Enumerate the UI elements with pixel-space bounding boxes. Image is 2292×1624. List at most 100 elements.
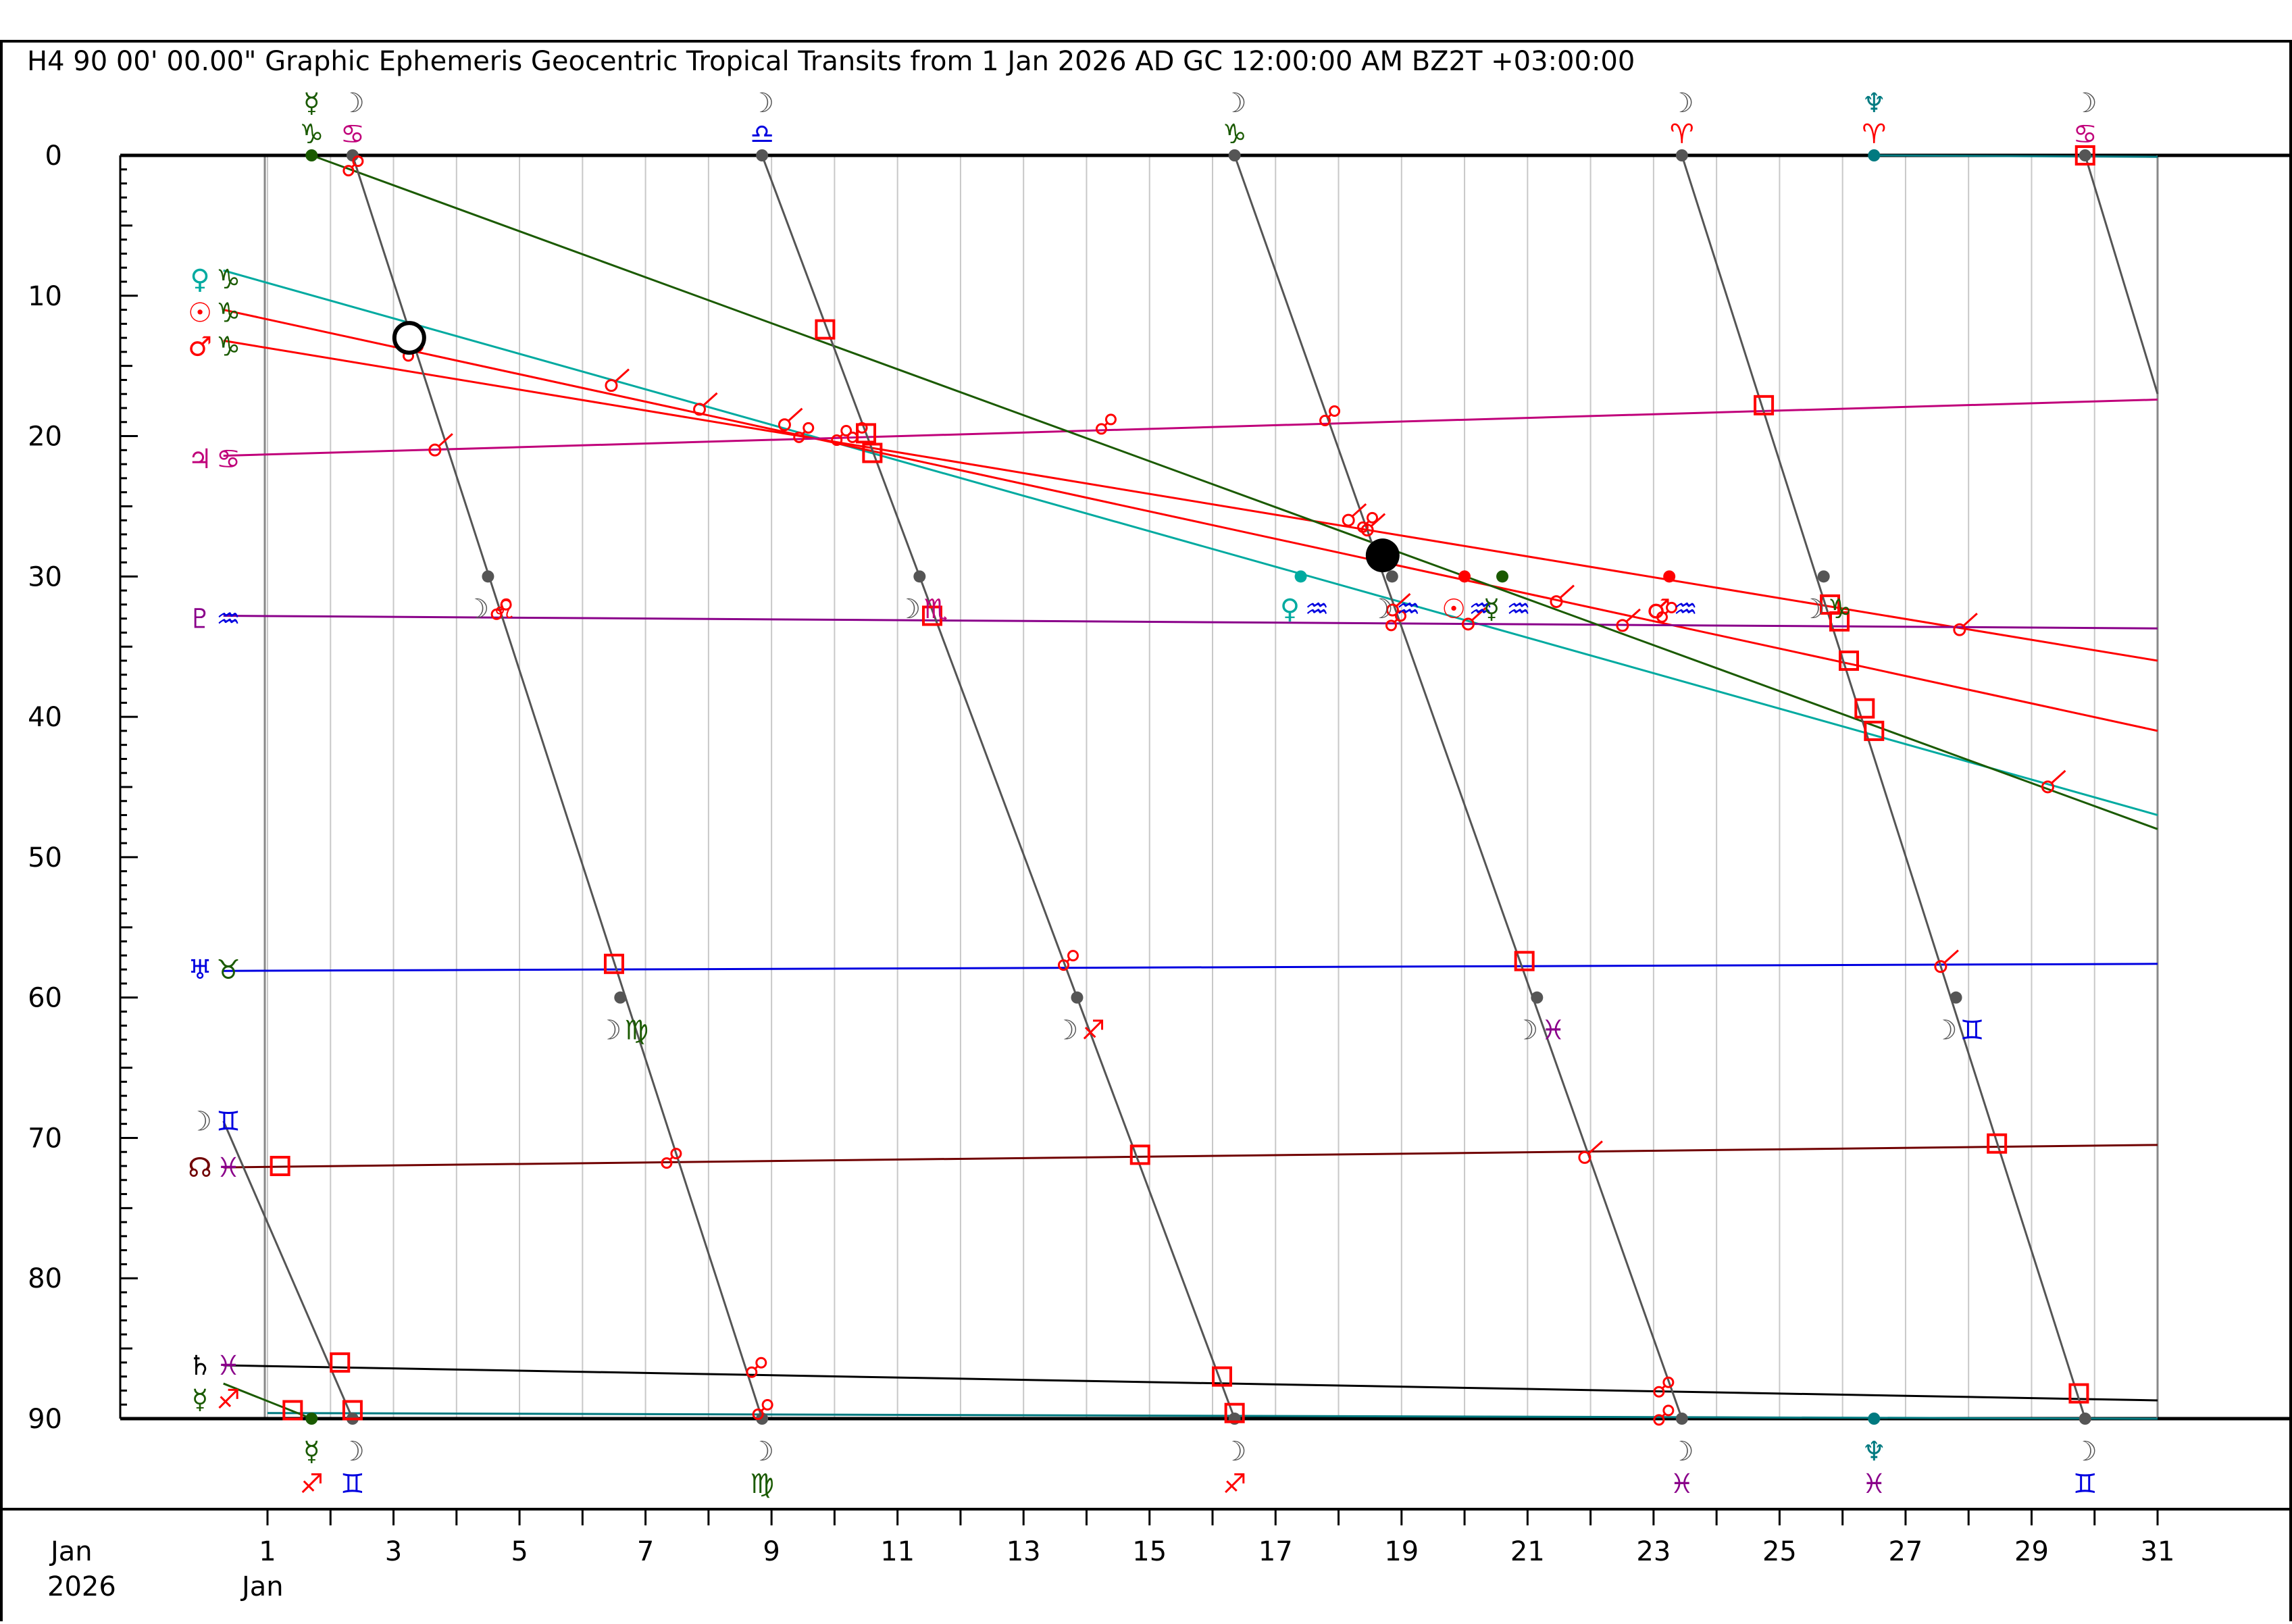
station-dot — [305, 149, 318, 161]
top-planet-glyph: ☽ — [750, 88, 774, 119]
top-planet-glyph: ☽ — [1223, 88, 1247, 119]
bottom-sign-glyph: ♓ — [1862, 1469, 1886, 1500]
station-dot — [482, 570, 494, 583]
opposition-aspect-circle-a — [846, 431, 859, 443]
top-sign-glyph: ♑ — [1223, 119, 1247, 150]
top-planet-glyph: ☽ — [340, 88, 365, 119]
bottom-sign-glyph: ♓ — [1670, 1469, 1694, 1500]
x-tick-label: 11 — [880, 1536, 915, 1567]
station-dot — [913, 570, 926, 583]
y-tick-label: 30 — [28, 561, 62, 592]
station-dot — [1950, 991, 1962, 1004]
ingress-planet-glyph: ☽ — [597, 1015, 621, 1046]
ingress-planet-glyph: ☽ — [1933, 1015, 1958, 1046]
left-sign-glyph: ♑ — [216, 264, 240, 295]
ingress-sign-glyph: ♒ — [1469, 594, 1493, 625]
square-aspect-marker — [1854, 698, 1875, 719]
left-planet-glyph: ☿ — [192, 1384, 209, 1415]
square-aspect-marker — [270, 1156, 290, 1176]
conjunction-aspect-tail — [1625, 608, 1641, 623]
planet-labels: ☿♑☽♋☽♎☽♑☽♈♆♈☽♋☿♐☽♊☽♍☽♐☽♓♆♓☽♊♀ ♑☉ ♑♂ ♑♃ ♋♇ ♒♅ ♉… — [188, 88, 2097, 1500]
bottom-sign-glyph: ♊ — [2073, 1469, 2097, 1500]
station-dot — [756, 149, 769, 161]
ingress-sign-glyph: ♌ — [492, 594, 517, 625]
left-planet-glyph: ♇ — [188, 604, 212, 635]
y-tick-label: 60 — [28, 983, 62, 1014]
series-line-mercury_b — [223, 1382, 312, 1420]
opposition-aspect-circle-b — [761, 1399, 773, 1411]
station-dot — [2079, 1413, 2091, 1425]
aspect-markers — [270, 145, 2095, 1426]
conjunction-aspect-circle — [1360, 524, 1374, 537]
conjunction-aspect-tail — [1587, 1140, 1603, 1154]
opposition-aspect-bar — [1365, 520, 1370, 525]
opposition-aspect-bar — [1104, 422, 1109, 426]
bottom-sign-glyph: ♊ — [340, 1469, 365, 1500]
top-sign-glyph: ♈ — [1670, 119, 1694, 150]
x-tick-label: 5 — [511, 1536, 528, 1567]
y-tick-label: 40 — [28, 702, 62, 733]
x-tick-label: 19 — [1384, 1536, 1419, 1567]
bottom-sign-glyph: ♍ — [750, 1469, 774, 1500]
conjunction-aspect-circle — [693, 403, 707, 416]
x-tick-label: 13 — [1007, 1536, 1041, 1567]
x-tick-label: 23 — [1636, 1536, 1671, 1567]
square-aspect-marker — [815, 319, 836, 340]
ingress-planet-glyph: ☽ — [1054, 1015, 1079, 1046]
ingress-planet-glyph: ☿ — [1483, 594, 1500, 625]
square-aspect-marker — [862, 442, 883, 463]
opposition-aspect-circle-b — [1662, 1404, 1675, 1417]
opposition-aspect-bar — [669, 1156, 673, 1161]
series-line-saturn — [223, 1364, 2158, 1402]
top-sign-glyph: ♋ — [340, 119, 365, 150]
x-tick-label: 3 — [385, 1536, 402, 1567]
conjunction-aspect-circle — [778, 418, 791, 432]
opposition-aspect-bar — [1327, 413, 1332, 418]
opposition-aspect-circle-a — [490, 608, 503, 620]
x-axis-year-label: 2026 — [47, 1571, 116, 1602]
square-aspect-marker — [1754, 395, 1775, 415]
conjunction-aspect-tail — [1943, 949, 1959, 963]
left-planet-glyph: ♄ — [188, 1350, 212, 1381]
left-sign-glyph: ♉ — [216, 955, 240, 986]
square-aspect-marker — [2074, 145, 2095, 166]
series-line-moon — [1681, 155, 2087, 1419]
top-planet-glyph: ☽ — [2073, 88, 2097, 119]
series-lines — [222, 154, 2159, 1420]
series-line-moon — [351, 155, 763, 1419]
ingress-planet-glyph: ☽ — [1369, 594, 1394, 625]
left-sign-glyph: ♓ — [216, 1350, 240, 1381]
vertical-gridlines — [263, 155, 2158, 1419]
conjunction-aspect-circle — [605, 379, 618, 392]
opposition-aspect-circle-b — [803, 422, 815, 434]
left-sign-glyph: ♐ — [216, 1384, 240, 1415]
station-dot — [305, 1413, 318, 1425]
ingress-planet-glyph: ☽ — [1514, 1015, 1538, 1046]
station-dot — [1385, 570, 1398, 583]
opposition-aspect-circle-a — [793, 431, 805, 443]
opposition-aspect-circle-b — [856, 422, 868, 434]
ingress-planet-glyph: ☽ — [1801, 594, 1825, 625]
opposition-aspect-bar — [855, 430, 860, 435]
opposition-aspect-bar — [839, 433, 844, 438]
station-dot — [1071, 991, 1084, 1004]
station-dot — [1675, 1413, 1688, 1425]
opposition-aspect-bar — [1661, 1413, 1666, 1417]
y-tick-label: 90 — [28, 1404, 62, 1435]
left-sign-glyph: ♊ — [216, 1107, 240, 1138]
series-line-jupiter — [223, 399, 2158, 457]
station-dot — [1531, 991, 1544, 1004]
conjunction-aspect-tail — [1352, 503, 1367, 517]
y-tick-label: 10 — [28, 281, 62, 312]
opposition-aspect-circle-a — [1656, 611, 1669, 623]
opposition-aspect-circle-a — [752, 1409, 764, 1421]
x-tick-label: 9 — [763, 1536, 780, 1567]
bottom-planet-glyph: ☽ — [340, 1436, 365, 1467]
series-line-neptune — [267, 1412, 2158, 1420]
square-aspect-marker — [1211, 1366, 1232, 1387]
ingress-sign-glyph: ♐ — [1081, 1015, 1106, 1046]
bottom-planet-glyph: ☽ — [750, 1436, 774, 1467]
station-dots — [305, 149, 2091, 1425]
opposition-aspect-circle-b — [352, 155, 364, 168]
